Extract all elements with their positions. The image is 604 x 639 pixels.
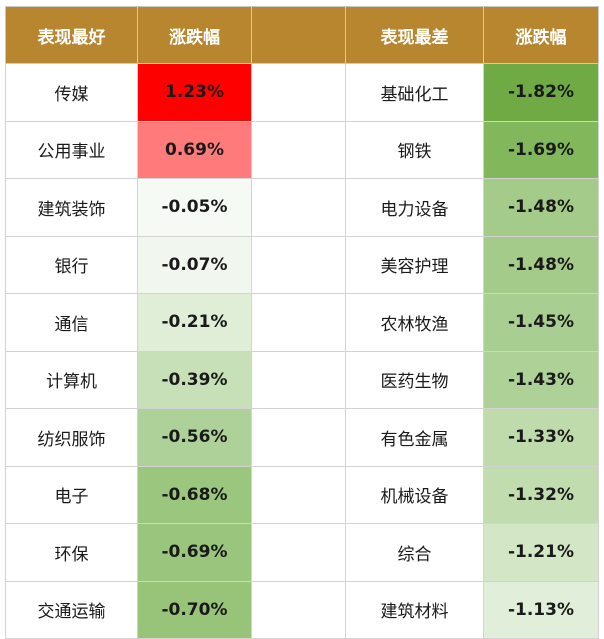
best-industry-change: 1.23%	[137, 63, 252, 122]
best-industry-change: -0.07%	[137, 235, 252, 294]
spacer-cell	[251, 523, 346, 582]
table-row: 环保 -0.69% 综合 -1.21%	[5, 523, 599, 582]
best-industry-change: -0.05%	[137, 178, 252, 237]
worst-industry-name: 农林牧渔	[345, 293, 484, 352]
header-best-change: 涨跌幅	[137, 6, 252, 64]
worst-industry-change: -1.43%	[483, 350, 599, 409]
worst-industry-name: 基础化工	[345, 63, 484, 122]
table-body: 传媒 1.23% 基础化工 -1.82% 公用事业 0.69% 钢铁 -1.69% 建筑装饰 -0…	[5, 63, 599, 639]
best-industry-name: 建筑装饰	[5, 178, 138, 237]
spacer-cell	[251, 350, 346, 409]
best-industry-name: 纺织服饰	[5, 408, 138, 467]
spacer-cell	[251, 408, 346, 467]
header-spacer	[251, 6, 346, 64]
worst-industry-name: 美容护理	[345, 235, 484, 294]
worst-industry-change: -1.32%	[483, 465, 599, 524]
best-industry-change: -0.68%	[137, 465, 252, 524]
best-industry-name: 银行	[5, 235, 138, 294]
best-industry-change: -0.39%	[137, 350, 252, 409]
table-row: 纺织服饰 -0.56% 有色金属 -1.33%	[5, 408, 599, 467]
best-industry-name: 公用事业	[5, 120, 138, 179]
best-industry-name: 电子	[5, 465, 138, 524]
worst-industry-change: -1.13%	[483, 580, 599, 639]
best-industry-change: -0.56%	[137, 408, 252, 467]
table-row: 建筑装饰 -0.05% 电力设备 -1.48%	[5, 178, 599, 237]
worst-industry-name: 有色金属	[345, 408, 484, 467]
worst-industry-name: 综合	[345, 523, 484, 582]
worst-industry-name: 电力设备	[345, 178, 484, 237]
best-industry-name: 传媒	[5, 63, 138, 122]
spacer-cell	[251, 293, 346, 352]
table-row: 传媒 1.23% 基础化工 -1.82%	[5, 63, 599, 122]
table-row: 银行 -0.07% 美容护理 -1.48%	[5, 235, 599, 294]
worst-industry-change: -1.33%	[483, 408, 599, 467]
best-industry-name: 计算机	[5, 350, 138, 409]
table-row: 公用事业 0.69% 钢铁 -1.69%	[5, 120, 599, 179]
best-industry-name: 通信	[5, 293, 138, 352]
spacer-cell	[251, 465, 346, 524]
worst-industry-change: -1.82%	[483, 63, 599, 122]
worst-industry-name: 建筑材料	[345, 580, 484, 639]
worst-industry-change: -1.48%	[483, 235, 599, 294]
table-row: 计算机 -0.39% 医药生物 -1.43%	[5, 350, 599, 409]
header-best: 表现最好	[5, 6, 138, 64]
header-worst-change: 涨跌幅	[483, 6, 599, 64]
best-industry-change: -0.21%	[137, 293, 252, 352]
industry-performance-table: 表现最好 涨跌幅 表现最差 涨跌幅 传媒 1.23% 基础化工 -1.82% 公用事业 0…	[5, 6, 599, 639]
spacer-cell	[251, 120, 346, 179]
best-industry-change: 0.69%	[137, 120, 252, 179]
table-row: 交通运输 -0.70% 建筑材料 -1.13%	[5, 580, 599, 639]
spacer-cell	[251, 580, 346, 639]
header-row: 表现最好 涨跌幅 表现最差 涨跌幅	[5, 6, 599, 64]
worst-industry-change: -1.45%	[483, 293, 599, 352]
worst-industry-change: -1.48%	[483, 178, 599, 237]
best-industry-change: -0.69%	[137, 523, 252, 582]
worst-industry-change: -1.21%	[483, 523, 599, 582]
table-row: 电子 -0.68% 机械设备 -1.32%	[5, 465, 599, 524]
worst-industry-name: 钢铁	[345, 120, 484, 179]
worst-industry-name: 医药生物	[345, 350, 484, 409]
header-worst: 表现最差	[345, 6, 484, 64]
best-industry-name: 交通运输	[5, 580, 138, 639]
table-row: 通信 -0.21% 农林牧渔 -1.45%	[5, 293, 599, 352]
best-industry-name: 环保	[5, 523, 138, 582]
spacer-cell	[251, 235, 346, 294]
best-industry-change: -0.70%	[137, 580, 252, 639]
spacer-cell	[251, 63, 346, 122]
table-header: 表现最好 涨跌幅 表现最差 涨跌幅	[5, 6, 599, 64]
worst-industry-change: -1.69%	[483, 120, 599, 179]
worst-industry-name: 机械设备	[345, 465, 484, 524]
spacer-cell	[251, 178, 346, 237]
